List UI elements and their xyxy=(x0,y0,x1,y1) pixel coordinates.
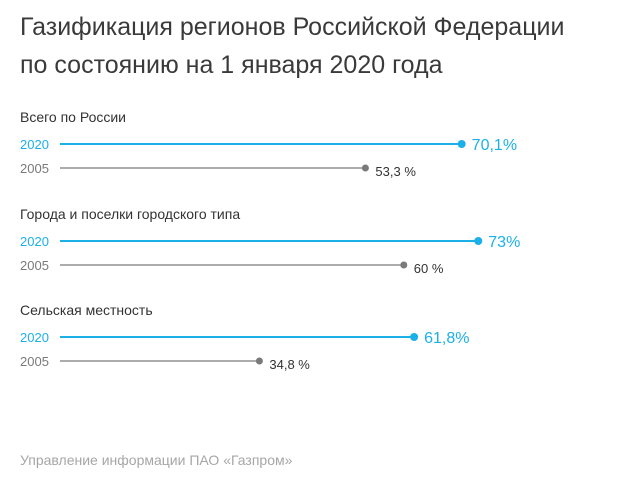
value-label: 70,1% xyxy=(472,137,517,154)
bar-end-dot xyxy=(410,333,419,341)
value-label: 53,3 % xyxy=(375,164,416,179)
group-label: Города и поселки городского типа xyxy=(20,206,240,222)
series-year-label: 2020 xyxy=(20,137,49,152)
series-year-label: 2020 xyxy=(20,330,49,345)
bar-end-dot xyxy=(255,357,263,365)
title-line-2: по состоянию на 1 января 2020 года xyxy=(20,51,443,79)
series-year-label: 2020 xyxy=(20,234,49,249)
series-year-label: 2005 xyxy=(20,161,49,176)
group-label: Сельская местность xyxy=(20,302,153,318)
bar-end-dot xyxy=(400,261,408,269)
source-footer: Управление информации ПАО «Газпром» xyxy=(20,452,293,468)
bar-end-dot xyxy=(361,164,369,172)
page-title: Газификация регионов Российской Федераци… xyxy=(20,8,610,84)
value-label: 34,8 % xyxy=(269,357,310,372)
bar-end-dot xyxy=(457,140,466,148)
value-label: 61,8% xyxy=(424,330,469,347)
value-label: 73% xyxy=(488,234,520,251)
bar-end-dot xyxy=(474,237,483,245)
value-label: 60 % xyxy=(414,261,444,276)
title-line-1: Газификация регионов Российской Федераци… xyxy=(20,13,565,41)
series-year-label: 2005 xyxy=(20,258,49,273)
group-label: Всего по России xyxy=(20,109,126,125)
series-year-label: 2005 xyxy=(20,354,49,369)
gasification-chart: Всего по России 2020 70,1% 2005 53,3 % Города… xyxy=(20,109,520,372)
